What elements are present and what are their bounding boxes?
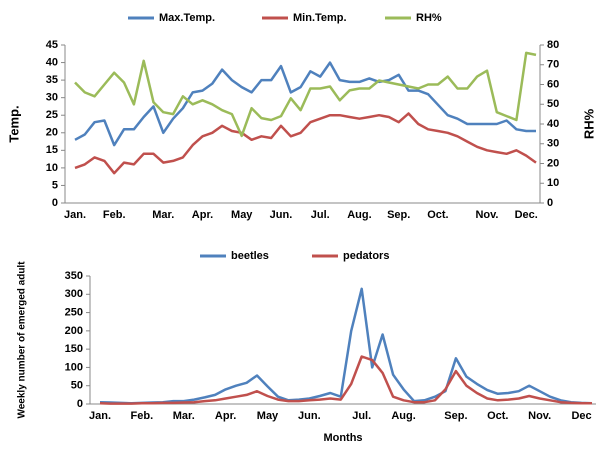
- series-line: [99, 287, 593, 405]
- y2-tick-label: 40: [547, 118, 559, 130]
- y-tick-label: 50: [71, 380, 83, 392]
- y-tick-label: 300: [65, 288, 83, 300]
- series-line: [99, 355, 592, 405]
- y-tick-label: 45: [46, 39, 58, 51]
- x-tick-label: Jan.: [64, 209, 86, 221]
- series-line: [74, 61, 536, 147]
- legend-label: RH%: [416, 12, 442, 24]
- x-tick-label: Sep.: [387, 209, 410, 221]
- y-tick-label: 10: [46, 162, 58, 174]
- legend-label: beetles: [231, 250, 269, 262]
- y-tick-label: 25: [46, 109, 58, 121]
- y2-tick-label: 10: [547, 177, 559, 189]
- x-tick-label: Sep.: [444, 410, 467, 422]
- x-axis-title: Months: [323, 432, 362, 444]
- x-tick-label: Jul.: [352, 410, 371, 422]
- y2-tick-label: 20: [547, 157, 559, 169]
- y-axis-title: Weekly number of emerged adult: [17, 261, 28, 419]
- x-tick-label: Jun.: [298, 410, 321, 422]
- y-tick-label: 30: [46, 92, 58, 104]
- y-tick-label: 15: [46, 144, 58, 156]
- x-tick-label: Aug.: [347, 209, 371, 221]
- x-tick-label: Nov.: [475, 209, 498, 221]
- x-tick-label: Jun.: [270, 209, 293, 221]
- y-tick-label: 250: [65, 306, 83, 318]
- y-tick-label: 20: [46, 127, 58, 139]
- series-line: [74, 51, 537, 138]
- y-axis-title: Temp.: [6, 105, 21, 142]
- y2-tick-label: 70: [547, 59, 559, 71]
- x-tick-label: Oct.: [427, 209, 448, 221]
- series-line: [74, 112, 537, 175]
- legend-label: pedators: [343, 250, 389, 262]
- y-tick-label: 100: [65, 361, 83, 373]
- x-tick-label: Oct.: [487, 410, 508, 422]
- x-tick-label: May: [257, 410, 279, 422]
- x-tick-label: Mar.: [152, 209, 174, 221]
- y-tick-label: 5: [52, 179, 58, 191]
- y-tick-label: 150: [65, 343, 83, 355]
- x-tick-label: Apr.: [215, 410, 236, 422]
- x-tick-label: Feb.: [131, 410, 154, 422]
- y-tick-label: 200: [65, 325, 83, 337]
- x-tick-label: Nov.: [528, 410, 551, 422]
- legend-label: Max.Temp.: [159, 12, 215, 24]
- y2-tick-label: 50: [547, 98, 559, 110]
- y-tick-label: 0: [77, 398, 83, 410]
- x-tick-label: Dec.: [515, 209, 538, 221]
- x-tick-label: Jul.: [311, 209, 330, 221]
- x-tick-label: Feb.: [103, 209, 126, 221]
- x-tick-label: May: [231, 209, 253, 221]
- y2-tick-label: 60: [547, 78, 559, 90]
- y2-tick-label: 30: [547, 138, 559, 150]
- x-tick-label: Jan.: [89, 410, 111, 422]
- y2-tick-label: 0: [547, 197, 553, 209]
- legend-label: Min.Temp.: [293, 12, 347, 24]
- y2-axis-title: RH%: [581, 108, 596, 139]
- x-tick-label: Mar.: [173, 410, 195, 422]
- y-tick-label: 35: [46, 74, 58, 86]
- y-tick-label: 40: [46, 56, 58, 68]
- x-tick-label: Aug.: [391, 410, 415, 422]
- x-tick-label: Apr.: [192, 209, 213, 221]
- y-tick-label: 0: [52, 197, 58, 209]
- x-tick-label: Dec: [571, 410, 591, 422]
- y2-tick-label: 80: [547, 39, 559, 51]
- y-tick-label: 350: [65, 270, 83, 282]
